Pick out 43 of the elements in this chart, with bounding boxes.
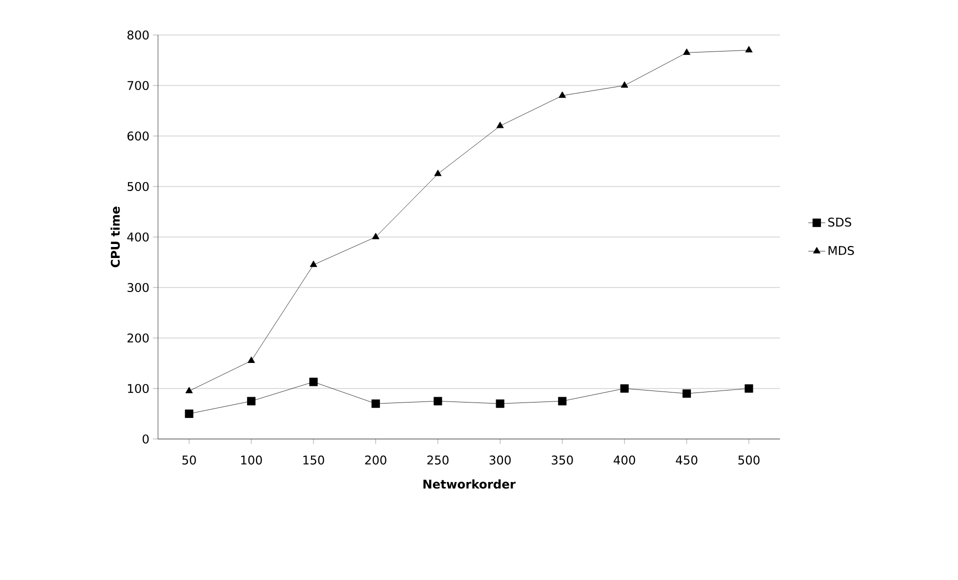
- point: [620, 384, 629, 393]
- x-tick-label: 200: [365, 456, 386, 465]
- x-tick-label: 100: [241, 456, 262, 465]
- x-axis-title: Networkorder: [423, 479, 516, 489]
- y-tick-label: 400: [127, 232, 149, 242]
- point: [434, 170, 442, 176]
- point: [682, 389, 691, 398]
- point: [185, 386, 193, 394]
- x-tick-label: 400: [614, 456, 636, 465]
- point: [496, 399, 504, 408]
- point: [310, 260, 318, 267]
- y-tick-label: 0: [142, 434, 149, 444]
- point: [247, 396, 256, 406]
- x-tick-label: 450: [676, 456, 698, 465]
- point: [558, 91, 566, 98]
- point: [184, 410, 194, 418]
- point: [248, 356, 255, 363]
- point: [745, 46, 753, 52]
- point: [309, 378, 318, 386]
- y-tick-label: 300: [128, 282, 149, 292]
- y-tick-label: 200: [128, 333, 149, 343]
- x-tick-label: 50: [182, 456, 196, 465]
- x-tick-label: 300: [490, 456, 511, 465]
- x-tick-label: 150: [303, 456, 324, 465]
- x-tick-label: 250: [427, 456, 449, 465]
- x-tick-label: 500: [738, 456, 760, 465]
- legend-label: MDS: [828, 246, 854, 256]
- y-tick-label: 100: [128, 384, 149, 394]
- legend-label: SDS: [828, 218, 852, 227]
- y-tick-label: 600: [127, 131, 149, 141]
- y-tick-label: 700: [128, 80, 149, 90]
- point: [434, 396, 442, 406]
- y-tick-label: 800: [127, 30, 149, 40]
- point: [372, 399, 380, 408]
- point: [558, 396, 567, 406]
- y-axis-title: CPU time: [110, 206, 120, 268]
- point: [372, 232, 380, 240]
- point: [683, 48, 690, 55]
- y-tick-label: 500: [128, 182, 149, 192]
- point: [744, 384, 754, 393]
- point: [496, 122, 504, 128]
- x-tick-label: 350: [552, 456, 573, 465]
- point: [620, 81, 628, 88]
